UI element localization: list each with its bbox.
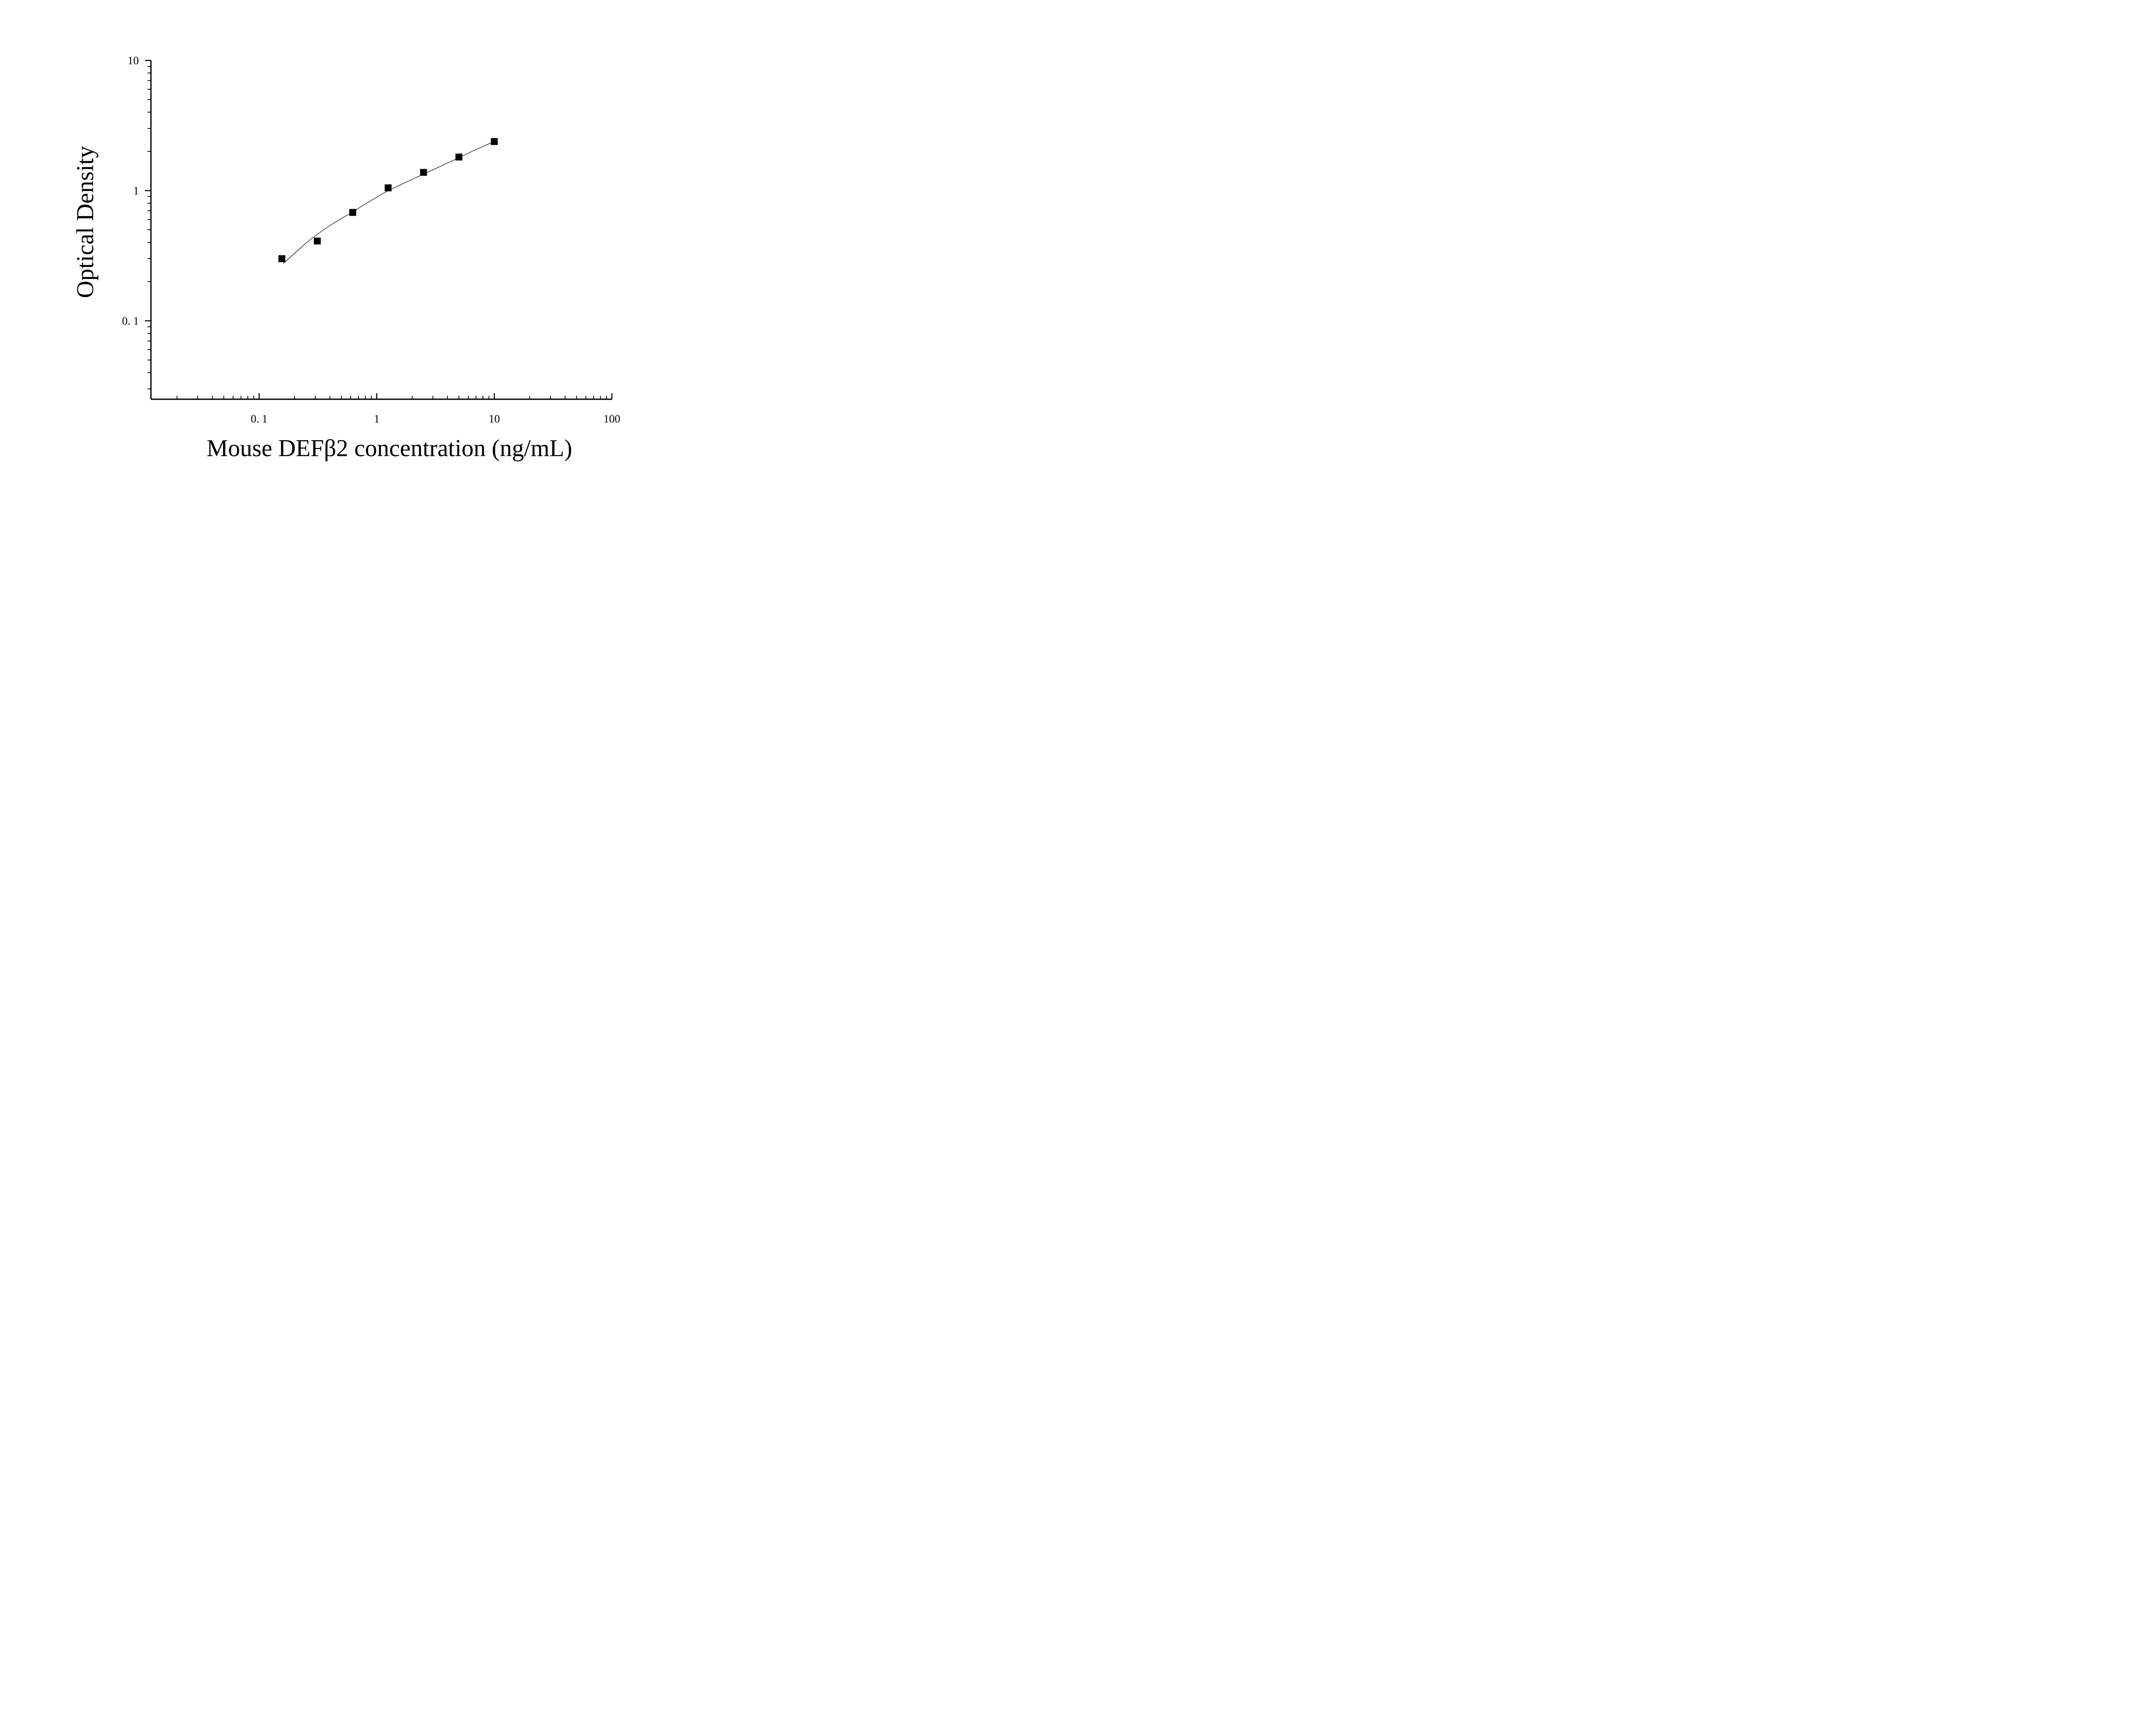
y-axis-title: Optical Density bbox=[72, 146, 99, 298]
x-tick-labels: 0. 1 1 10 100 bbox=[251, 413, 620, 425]
data-point bbox=[491, 138, 498, 145]
data-points bbox=[278, 138, 498, 263]
y-tick-label: 1 bbox=[133, 185, 139, 197]
data-point bbox=[278, 255, 285, 263]
data-point bbox=[349, 209, 357, 216]
x-tick-label: 0. 1 bbox=[251, 413, 268, 425]
data-point bbox=[420, 169, 427, 176]
data-point bbox=[455, 153, 463, 161]
data-point bbox=[313, 238, 321, 245]
axes bbox=[150, 60, 612, 400]
x-ticks bbox=[176, 393, 613, 399]
x-axis-title: Mouse DEFβ2 concentration (ng/mL) bbox=[207, 435, 572, 462]
fit-curve bbox=[283, 141, 495, 264]
chart-canvas: 0. 1 1 10 100 0. 1 1 10 Mouse DEFβ2 concentra… bbox=[72, 54, 620, 462]
data-point bbox=[385, 184, 392, 191]
x-tick-label: 1 bbox=[374, 413, 379, 425]
y-tick-label: 0. 1 bbox=[122, 315, 139, 327]
x-tick-label: 100 bbox=[604, 413, 620, 425]
x-tick-label: 10 bbox=[489, 413, 500, 425]
y-ticks bbox=[145, 59, 151, 389]
y-tick-label: 10 bbox=[128, 54, 139, 67]
y-tick-labels: 0. 1 1 10 bbox=[122, 54, 139, 327]
